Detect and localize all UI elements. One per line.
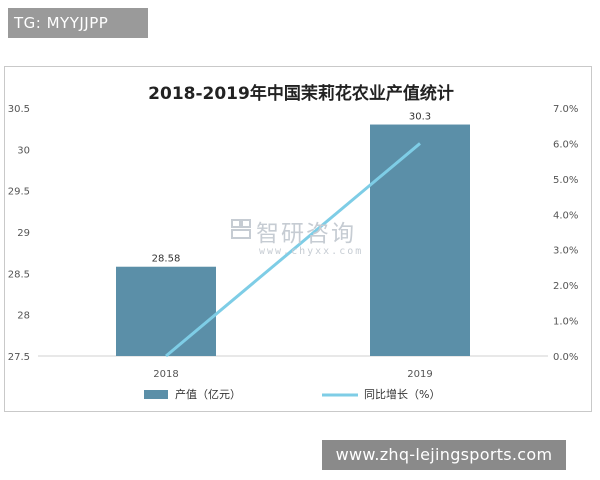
x-tick-label: 2019 bbox=[407, 369, 432, 380]
x-axis: 2018 2019 bbox=[153, 369, 432, 380]
chart-frame bbox=[4, 66, 592, 412]
growth-line bbox=[165, 142, 421, 358]
legend: 产值（亿元） 同比增长（%） bbox=[144, 387, 440, 401]
watermark: 智研咨询 www.chyxx.com bbox=[226, 214, 386, 264]
bar-value-label: 30.3 bbox=[409, 112, 431, 123]
y-left-tick-label: 27.5 bbox=[8, 352, 30, 363]
y-left-tick-label: 30.5 bbox=[8, 104, 30, 115]
y-right-tick-label: 6.0% bbox=[553, 139, 578, 150]
y-left-tick-label: 30 bbox=[17, 145, 30, 156]
y-left-tick-label: 29 bbox=[17, 228, 30, 239]
y-right-tick-label: 4.0% bbox=[553, 210, 578, 221]
right-axis: 0.0% 1.0% 2.0% 3.0% 4.0% 5.0% 6.0% 7.0% bbox=[553, 104, 578, 363]
growth-line-series bbox=[165, 142, 421, 358]
chart-title: 2018-2019年中国茉莉花农业产值统计 bbox=[148, 83, 454, 104]
bar-series bbox=[116, 124, 470, 357]
bar-labels: 28.58 30.3 bbox=[152, 112, 431, 265]
y-right-tick-label: 3.0% bbox=[553, 246, 578, 257]
y-right-tick-label: 7.0% bbox=[553, 104, 578, 115]
x-tick-label: 2018 bbox=[153, 369, 178, 380]
url-banner: www.zhq-lejingsports.com bbox=[322, 440, 566, 470]
watermark-subtext: www.chyxx.com bbox=[259, 246, 364, 257]
y-left-tick-label: 28 bbox=[17, 311, 30, 322]
legend-bar-swatch bbox=[144, 390, 168, 399]
bar-value-label: 28.58 bbox=[152, 254, 181, 265]
y-right-tick-label: 2.0% bbox=[553, 281, 578, 292]
watermark-text: 智研咨询 bbox=[256, 221, 356, 247]
bar-2018 bbox=[116, 266, 216, 356]
bar-2019 bbox=[370, 124, 470, 357]
y-right-tick-label: 5.0% bbox=[553, 175, 578, 186]
y-right-tick-label: 1.0% bbox=[553, 317, 578, 328]
y-left-tick-label: 28.5 bbox=[8, 269, 30, 280]
y-right-tick-label: 0.0% bbox=[553, 352, 578, 363]
channel-tag: TG: MYYJJPP bbox=[8, 8, 148, 38]
legend-bar-label: 产值（亿元） bbox=[175, 387, 241, 401]
y-left-tick-label: 29.5 bbox=[8, 187, 30, 198]
legend-line-label: 同比增长（%） bbox=[364, 387, 440, 401]
watermark-logo-icon bbox=[231, 219, 251, 239]
left-axis: 27.5 28 28.5 29 29.5 30 30.5 bbox=[8, 104, 30, 363]
